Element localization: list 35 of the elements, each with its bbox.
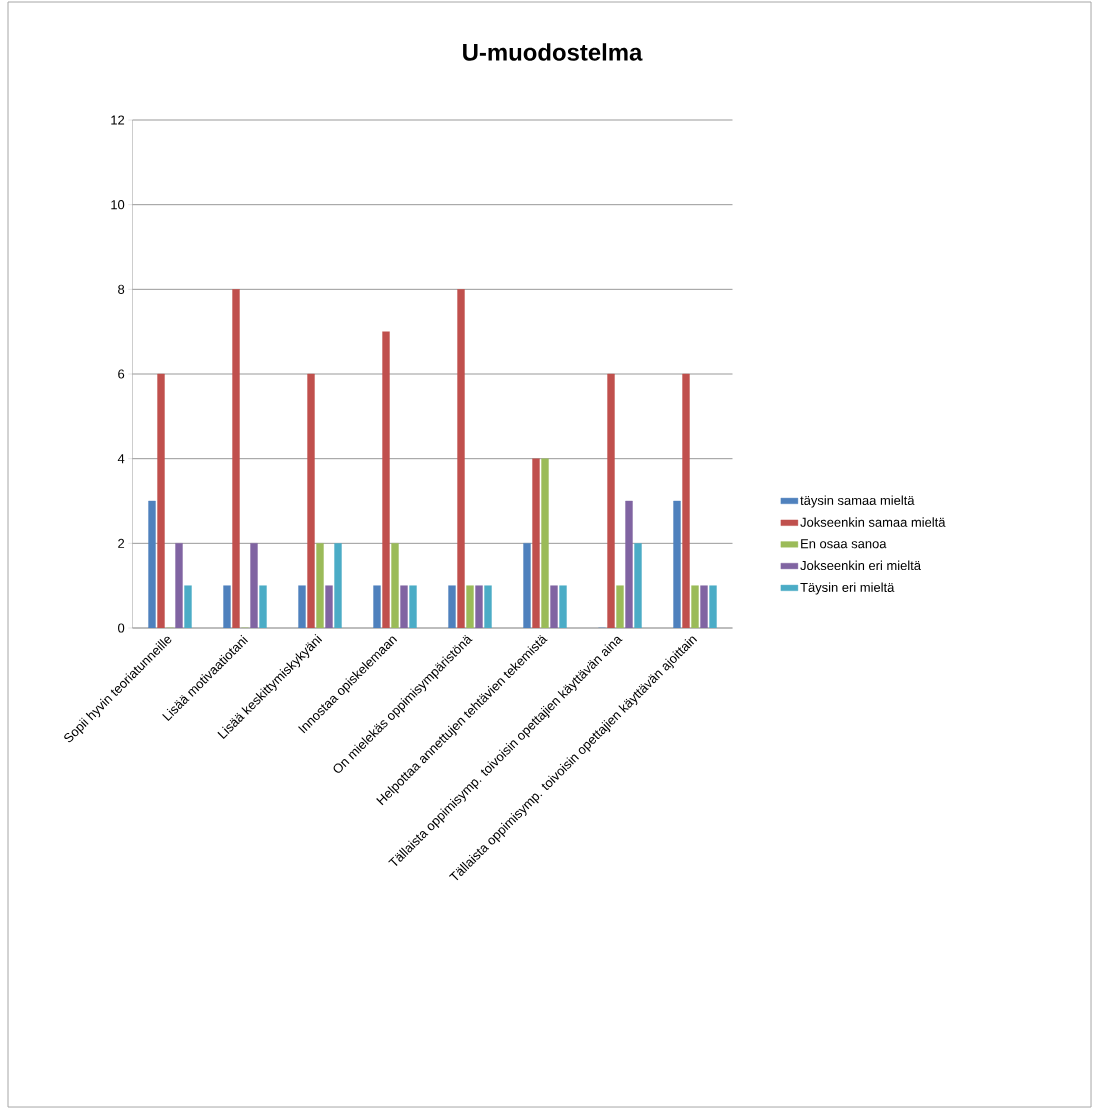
bar: [607, 373, 615, 629]
legend-label: Täysin eri mieltä: [800, 582, 895, 595]
bar: [709, 585, 717, 629]
y-tick-label: 0: [118, 623, 125, 633]
y-tick-label: 2: [118, 538, 125, 548]
y-tick-label: 6: [118, 369, 125, 379]
y-tick-label: 10: [111, 200, 125, 210]
legend-label: Jokseenkin eri mieltä: [800, 560, 921, 571]
y-tick-label: 4: [117, 454, 125, 464]
chart-title: U-muodostelma: [463, 43, 643, 61]
bar: [382, 331, 390, 629]
bar: [232, 289, 240, 629]
bar: [532, 458, 540, 629]
bar: [307, 373, 315, 629]
bar: [466, 585, 474, 629]
bar: [457, 289, 465, 629]
bar: [334, 543, 342, 629]
y-tick-label: 8: [118, 284, 125, 294]
legend-label: En osaa sanoa: [801, 539, 887, 549]
bar: [259, 585, 267, 629]
bar: [616, 585, 624, 629]
legend-label: täysin samaa mieltä: [800, 495, 915, 508]
bar: [316, 543, 324, 629]
bar: [682, 373, 690, 629]
bar: [634, 543, 642, 629]
y-tick-label: 12: [111, 115, 125, 125]
bar: [391, 543, 399, 629]
bar: [559, 585, 567, 629]
bar: [541, 458, 549, 629]
bar: [691, 585, 699, 629]
bar: [157, 373, 165, 629]
bar: [484, 585, 492, 629]
legend-label: Jokseenkin samaa mieltä: [800, 517, 946, 527]
bar: [184, 585, 192, 629]
bar: [409, 585, 417, 629]
